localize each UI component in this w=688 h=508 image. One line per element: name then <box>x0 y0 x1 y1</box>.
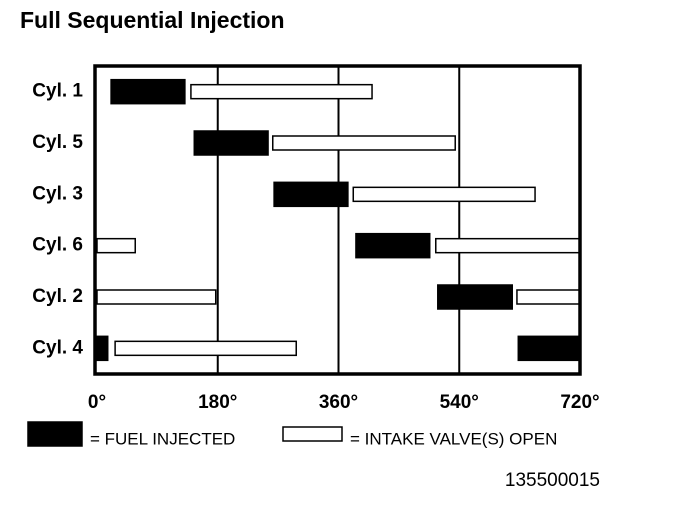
x-tick-label: 540° <box>440 392 479 413</box>
y-tick-label: Cyl. 6 <box>32 235 83 256</box>
y-tick-label: Cyl. 3 <box>32 183 83 204</box>
x-tick-label: 0° <box>88 392 106 413</box>
intake-bar <box>435 237 581 254</box>
legend-label: = INTAKE VALVE(S) OPEN <box>350 429 557 448</box>
fuel-bar <box>273 181 349 208</box>
footnote: 135500015 <box>505 470 600 491</box>
fuel-bar <box>355 232 431 259</box>
intake-bar <box>114 340 297 357</box>
fuel-bar <box>437 284 513 310</box>
x-tick-label: 180° <box>198 392 237 413</box>
intake-bar <box>96 289 217 305</box>
y-tick-label: Cyl. 2 <box>32 286 83 307</box>
intake-bar <box>96 237 136 254</box>
legend-swatch <box>27 421 83 447</box>
intake-bar <box>190 83 373 100</box>
x-tick-label: 360° <box>319 392 358 413</box>
fuel-bar <box>96 335 109 362</box>
legend-swatch <box>282 426 343 442</box>
intake-bar <box>516 289 581 305</box>
y-tick-label: Cyl. 5 <box>32 132 83 153</box>
chart-title: Full Sequential Injection <box>20 7 285 33</box>
fuel-bar <box>110 78 186 105</box>
intake-bar <box>272 135 456 151</box>
legend-label: = FUEL INJECTED <box>90 429 235 448</box>
x-tick-label: 720° <box>560 392 599 413</box>
intake-bar <box>352 186 536 203</box>
fuel-bar <box>517 335 581 362</box>
y-tick-label: Cyl. 4 <box>32 337 83 358</box>
fuel-bar <box>193 130 269 156</box>
y-tick-label: Cyl. 1 <box>32 81 83 102</box>
plot-frame <box>93 64 582 376</box>
